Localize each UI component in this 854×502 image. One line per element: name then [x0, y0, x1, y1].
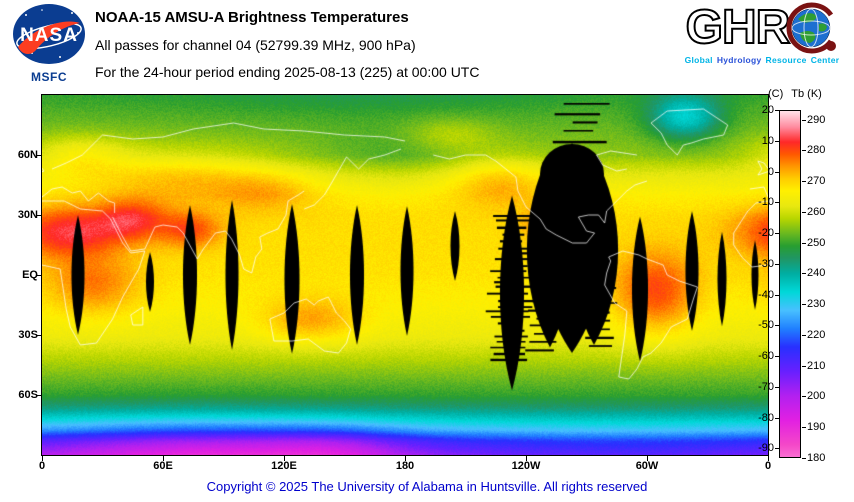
- colorbar-tick-mark: [802, 427, 806, 429]
- colorbar-kelvin-tick-200: 200: [807, 390, 826, 403]
- lon-label-3: 180: [395, 460, 415, 472]
- colorbar-tick-mark: [775, 386, 779, 388]
- colorbar-kelvin-unit: Tb (K): [791, 88, 822, 100]
- colorbar-gradient: [779, 110, 801, 458]
- lon-label-2: 120E: [271, 460, 297, 472]
- colorbar-tick-mark: [802, 150, 806, 152]
- ghrc-tagline-word-1: Hydrology: [716, 55, 762, 65]
- colorbar-tick-mark: [775, 356, 779, 358]
- colorbar-kelvin-tick-230: 230: [807, 298, 826, 311]
- colorbar-tick-mark: [775, 110, 779, 111]
- lon-label-5: 60W: [635, 460, 659, 472]
- lon-label-6: 0: [764, 460, 772, 472]
- lon-tick-mark: [526, 456, 527, 461]
- colorbar-kelvin-tick-250: 250: [807, 236, 826, 249]
- colorbar-tick-mark: [802, 119, 806, 121]
- period-line: For the 24-hour period ending 2025-08-13…: [95, 64, 480, 80]
- colorbar-celsius-unit: (C): [768, 88, 784, 100]
- lat-label-60S: 60S: [18, 389, 38, 401]
- colorbar-tick-mark: [775, 202, 779, 204]
- colorbar-celsius-tick--50: -50: [758, 319, 774, 332]
- lon-tick-mark: [42, 456, 43, 461]
- colorbar-kelvin-tick-210: 210: [807, 359, 826, 372]
- page-title: NOAA-15 AMSU-A Brightness Temperatures: [95, 9, 409, 26]
- ghrc-logo: GHR Global Hydrology Resource Center: [674, 1, 850, 66]
- colorbar-celsius-tick--60: -60: [758, 350, 774, 363]
- ghrc-tagline-word-0: Global: [684, 55, 713, 65]
- lat-tick-mark: [36, 335, 41, 336]
- nasa-logo: NASA MSFC: [11, 3, 87, 84]
- colorbar-tick-mark: [802, 365, 806, 367]
- colorbar-kelvin-tick-190: 190: [807, 421, 826, 434]
- colorbar-tick-mark: [802, 181, 806, 183]
- colorbar-kelvin-tick-290: 290: [807, 113, 826, 126]
- copyright-text: Copyright © 2025 The University of Alaba…: [206, 479, 648, 494]
- lon-tick-mark: [284, 456, 285, 461]
- nasa-meatball-icon: NASA: [13, 4, 85, 64]
- colorbar-kelvin-tick-280: 280: [807, 144, 826, 157]
- brightness-temperature-map: [41, 94, 769, 456]
- colorbar-tick-mark: [802, 304, 806, 306]
- colorbar-tick-mark: [775, 140, 779, 142]
- ghrc-wordmark: GHR: [674, 1, 850, 55]
- nasa-wordmark: NASA: [20, 25, 78, 46]
- channel-subtitle: All passes for channel 04 (52799.39 MHz,…: [95, 37, 416, 53]
- colorbar-tick-mark: [775, 263, 779, 265]
- colorbar-kelvin-tick-270: 270: [807, 175, 826, 188]
- ghrc-tagline-word-2: Resource: [765, 55, 807, 65]
- colorbar-celsius-tick--30: -30: [758, 257, 774, 270]
- colorbar-tick-mark: [802, 273, 806, 275]
- lon-tick-mark: [163, 456, 164, 461]
- lat-label-60N: 60N: [17, 149, 38, 161]
- lat-tick-mark: [36, 155, 41, 156]
- ghrc-globe-icon: [786, 2, 837, 54]
- colorbar-tick-mark: [802, 458, 806, 459]
- colorbar-celsius-tick--90: -90: [758, 442, 774, 455]
- colorbar-kelvin-tick-220: 220: [807, 328, 826, 341]
- colorbar-celsius-tick--40: -40: [758, 288, 774, 301]
- colorbar-tick-mark: [775, 448, 779, 450]
- colorbar-kelvin-tick-260: 260: [807, 205, 826, 218]
- lat-label-30S: 30S: [18, 329, 38, 341]
- colorbar-tick-mark: [775, 325, 779, 327]
- colorbar-tick-mark: [802, 396, 806, 398]
- lon-tick-mark: [768, 456, 769, 461]
- lon-tick-mark: [647, 456, 648, 461]
- lat-tick-mark: [36, 215, 41, 216]
- ghrc-tagline: Global Hydrology Resource Center: [674, 55, 850, 65]
- lon-label-4: 120W: [511, 460, 541, 472]
- colorbar-celsius-tick-10: 10: [761, 134, 774, 147]
- colorbar-tick-mark: [775, 417, 779, 419]
- lon-tick-mark: [405, 456, 406, 461]
- colorbar-celsius-tick-0: 0: [767, 165, 774, 178]
- colorbar-celsius-tick--20: -20: [758, 227, 774, 240]
- footer: Copyright © 2025 The University of Alaba…: [0, 479, 854, 494]
- colorbar-tick-mark: [802, 211, 806, 213]
- lat-tick-mark: [36, 275, 41, 276]
- msfc-label: MSFC: [31, 70, 67, 84]
- lat-label-EQ: EQ: [22, 269, 38, 281]
- colorbar-celsius-tick--10: -10: [758, 196, 774, 209]
- ghrc-tagline-word-3: Center: [810, 55, 840, 65]
- colorbar-tick-mark: [802, 334, 806, 336]
- lat-label-30N: 30N: [17, 209, 38, 221]
- colorbar-tick-mark: [775, 171, 779, 173]
- colorbar-tick-mark: [802, 242, 806, 244]
- colorbar-kelvin-tick-180: 180: [807, 452, 826, 464]
- ghrc-acronym-text: GHR: [685, 1, 792, 55]
- colorbar-celsius-tick--80: -80: [758, 411, 774, 424]
- colorbar-celsius-tick--70: -70: [758, 380, 774, 393]
- lon-label-0: 0: [38, 460, 46, 472]
- colorbar-tick-mark: [775, 233, 779, 235]
- colorbar-units: (C) Tb (K): [768, 88, 854, 100]
- lon-label-1: 60E: [153, 460, 173, 472]
- lat-tick-mark: [36, 395, 41, 396]
- colorbar-kelvin-tick-240: 240: [807, 267, 826, 280]
- colorbar-celsius-tick-20: 20: [761, 104, 774, 116]
- colorbar-tick-mark: [775, 294, 779, 296]
